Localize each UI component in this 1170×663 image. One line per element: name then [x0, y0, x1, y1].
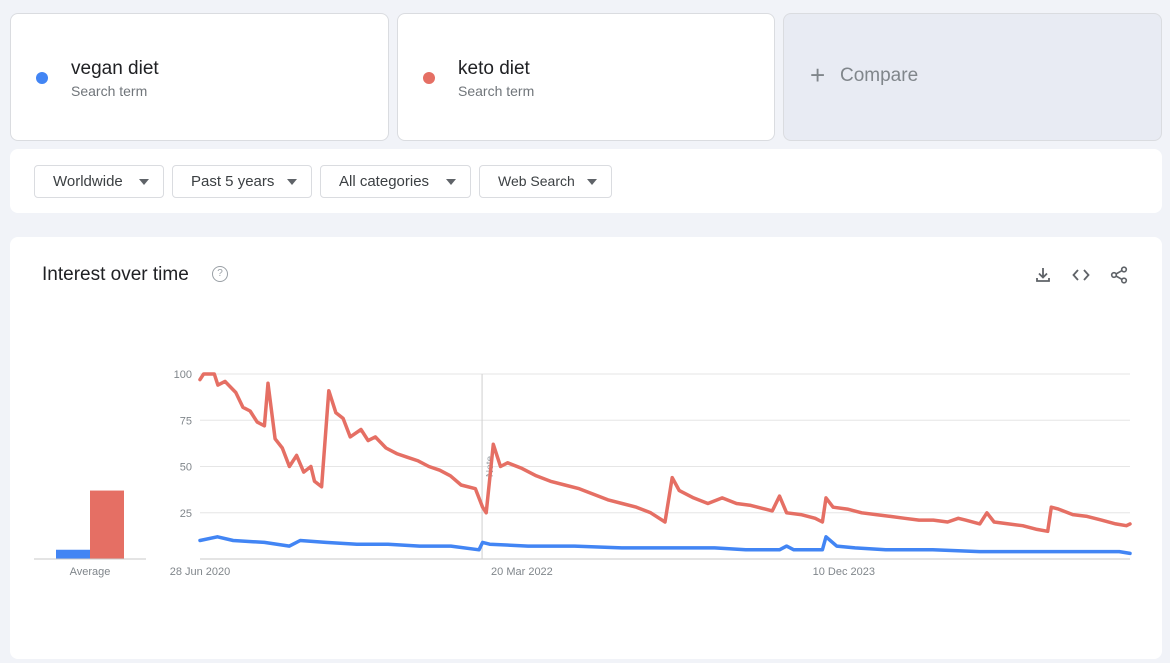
- caret-down-icon: [587, 179, 597, 185]
- average-bar-vegan-diet: [56, 549, 90, 559]
- caret-down-icon: [287, 179, 297, 185]
- filter-label: Web Search: [498, 173, 575, 189]
- download-icon[interactable]: [1033, 265, 1053, 285]
- chart-title: Interest over time: [42, 264, 189, 285]
- average-label: Average: [70, 566, 111, 578]
- filter-bar: Worldwide Past 5 years All categories We…: [10, 149, 1162, 213]
- term-color-dot: [36, 72, 48, 84]
- compare-button[interactable]: + Compare: [783, 13, 1162, 141]
- x-tick-label: 20 Mar 2022: [491, 566, 553, 578]
- y-tick-label: 50: [180, 462, 192, 474]
- time-range-filter[interactable]: Past 5 years: [172, 165, 312, 198]
- term-type-label: Search term: [458, 83, 535, 99]
- category-filter[interactable]: All categories: [320, 165, 471, 198]
- share-icon[interactable]: [1109, 265, 1129, 285]
- average-bar-keto-diet: [90, 490, 124, 559]
- term-type-label: Search term: [71, 83, 148, 99]
- caret-down-icon: [139, 179, 149, 185]
- filter-label: Worldwide: [53, 173, 123, 190]
- filter-label: Past 5 years: [191, 173, 275, 190]
- term-color-dot: [423, 72, 435, 84]
- y-tick-label: 100: [174, 369, 192, 381]
- location-filter[interactable]: Worldwide: [34, 165, 164, 198]
- y-tick-label: 75: [180, 415, 192, 427]
- term-name[interactable]: vegan diet: [71, 58, 159, 79]
- filter-label: All categories: [339, 173, 430, 190]
- x-tick-label: 28 Jun 2020: [170, 566, 231, 578]
- series-line-keto-diet: [198, 372, 1132, 534]
- series-line-vegan-diet: [198, 535, 1132, 556]
- compare-label: Compare: [840, 65, 919, 86]
- plus-icon: +: [810, 60, 826, 90]
- term-card-vegan[interactable]: vegan diet Search term: [10, 13, 389, 141]
- x-tick-label: 10 Dec 2023: [813, 566, 875, 578]
- term-name[interactable]: keto diet: [458, 58, 530, 79]
- interest-chart: 25 50 75 100 28 Jun 2020 20 Mar 2022 10 Dec 20…: [34, 369, 1132, 578]
- search-type-filter[interactable]: Web Search: [479, 165, 612, 198]
- interest-over-time-card: Interest over time ? 25 50 75 100 28 Jun 202…: [10, 237, 1162, 659]
- embed-icon[interactable]: [1071, 265, 1091, 285]
- help-icon[interactable]: ?: [212, 266, 228, 282]
- y-tick-label: 25: [180, 508, 192, 520]
- term-card-keto[interactable]: keto diet Search term: [397, 13, 775, 141]
- caret-down-icon: [446, 179, 456, 185]
